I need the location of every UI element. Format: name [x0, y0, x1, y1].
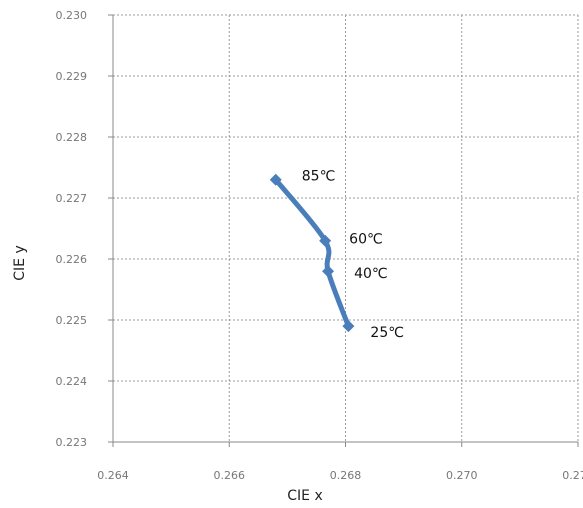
x-tick-label: 0.270 [446, 469, 478, 482]
y-tick-label: 0.229 [56, 70, 88, 83]
tick-labels: 0.223 0.224 0.225 0.226 0.227 0.228 0.229 0.230… [56, 9, 583, 482]
data-point-label: 25℃ [370, 325, 404, 341]
data-point-marker [322, 265, 335, 278]
point-labels: 25℃ 40℃ 60℃ 85℃ [302, 169, 404, 341]
series-line [273, 177, 351, 329]
y-tick-label: 0.225 [56, 314, 88, 327]
y-tick-label: 0.224 [56, 375, 88, 388]
x-tick-label: 0.272 [562, 469, 583, 482]
x-tick-label: 0.266 [214, 469, 246, 482]
axes [108, 14, 579, 447]
data-point-marker [319, 234, 332, 247]
series-layer [269, 173, 355, 333]
y-axis-title: CIE y [12, 245, 28, 281]
data-point-label: 40℃ [354, 266, 388, 282]
y-tick-label: 0.223 [56, 436, 88, 449]
x-tick-label: 0.264 [97, 469, 129, 482]
data-point-label: 85℃ [302, 169, 336, 185]
y-tick-label: 0.228 [56, 131, 88, 144]
data-point-marker [342, 320, 355, 333]
data-point-label: 60℃ [349, 232, 383, 248]
x-axis-title: CIE x [287, 488, 323, 504]
data-point-marker [269, 173, 282, 186]
y-tick-label: 0.230 [56, 9, 88, 22]
y-tick-label: 0.226 [56, 253, 88, 266]
grid [113, 14, 579, 442]
y-tick-label: 0.227 [56, 192, 88, 205]
x-tick-label: 0.268 [330, 469, 362, 482]
